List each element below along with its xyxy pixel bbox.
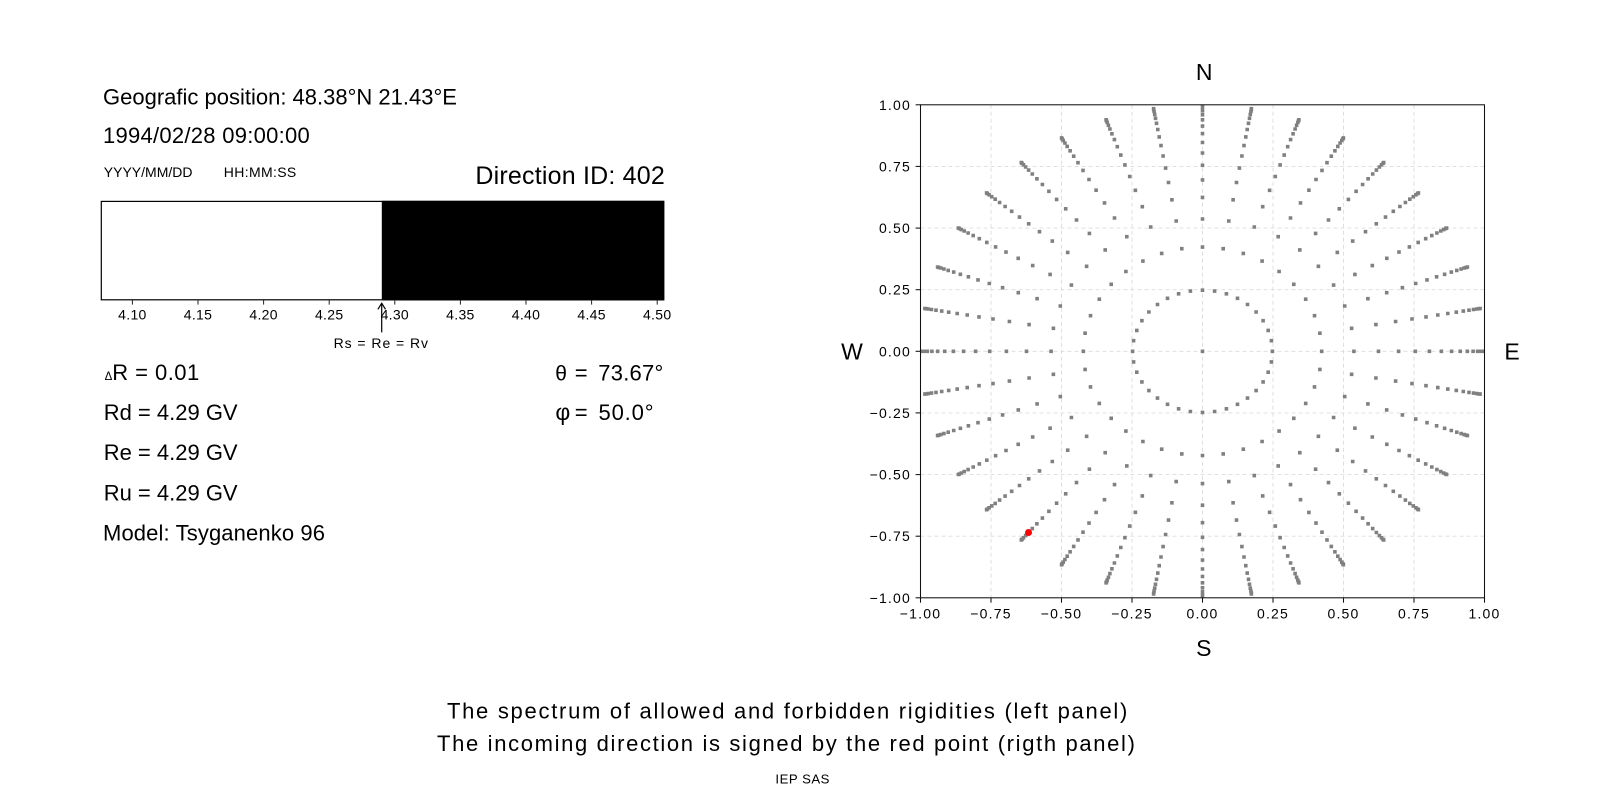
svg-text:4.50: 4.50 [643, 306, 671, 322]
svg-text:50.0°: 50.0° [599, 400, 655, 425]
svg-text:Rd = 4.29 GV: Rd = 4.29 GV [104, 400, 238, 425]
svg-text:IEP SAS: IEP SAS [775, 772, 830, 787]
svg-text:−1.00: −1.00 [870, 590, 911, 606]
svg-text:ΔR = 0.01: ΔR = 0.01 [105, 360, 200, 385]
svg-text:1994/02/28 09:00:00: 1994/02/28 09:00:00 [103, 123, 310, 148]
svg-text:0.00: 0.00 [1186, 605, 1218, 621]
svg-text:W: W [841, 339, 863, 365]
svg-text:Rs = Re = Rv: Rs = Re = Rv [334, 335, 429, 351]
svg-text:The spectrum of allowed and fo: The spectrum of allowed and forbidden ri… [447, 699, 1129, 724]
svg-text:1.00: 1.00 [1468, 605, 1500, 621]
svg-text:Model: Tsyganenko 96: Model: Tsyganenko 96 [103, 521, 325, 546]
svg-text:−0.75: −0.75 [870, 528, 911, 544]
svg-text:0.75: 0.75 [1398, 605, 1430, 621]
svg-text:4.15: 4.15 [184, 306, 212, 322]
svg-text:Ru = 4.29 GV: Ru = 4.29 GV [104, 481, 238, 506]
svg-text:Direction ID: 402: Direction ID: 402 [475, 162, 665, 190]
svg-text:0.25: 0.25 [1257, 605, 1289, 621]
svg-text:S: S [1196, 635, 1211, 661]
svg-text:−0.25: −0.25 [870, 405, 911, 421]
svg-text:73.67°: 73.67° [598, 360, 663, 385]
svg-text:−0.50: −0.50 [870, 467, 911, 483]
svg-text:0.50: 0.50 [1327, 605, 1359, 621]
svg-text:0.75: 0.75 [879, 158, 911, 174]
svg-text:Re = 4.29 GV: Re = 4.29 GV [104, 440, 238, 465]
svg-text:The incoming direction is sign: The incoming direction is signed by the … [437, 731, 1137, 756]
svg-text:N: N [1196, 59, 1213, 85]
svg-text:−0.50: −0.50 [1041, 605, 1082, 621]
svg-text:θ: θ [555, 362, 567, 385]
svg-text:φ: φ [555, 399, 570, 425]
svg-text:4.45: 4.45 [577, 306, 605, 322]
svg-text:1.00: 1.00 [879, 97, 911, 113]
svg-text:−0.25: −0.25 [1111, 605, 1152, 621]
svg-text:=: = [575, 400, 588, 425]
svg-text:−1.00: −1.00 [900, 605, 941, 621]
svg-text:4.40: 4.40 [512, 306, 540, 322]
svg-text:0.50: 0.50 [879, 220, 911, 236]
svg-text:4.25: 4.25 [315, 306, 343, 322]
svg-text:4.30: 4.30 [381, 306, 409, 322]
svg-text:E: E [1504, 339, 1519, 365]
svg-text:Geografic position: 48.38°N 21: Geografic position: 48.38°N 21.43°E [103, 84, 457, 109]
svg-text:−0.75: −0.75 [970, 605, 1011, 621]
svg-text:4.35: 4.35 [446, 306, 474, 322]
svg-text:HH:MM:SS: HH:MM:SS [224, 164, 297, 180]
svg-text:0.25: 0.25 [879, 282, 911, 298]
svg-text:YYYY/MM/DD: YYYY/MM/DD [104, 164, 193, 180]
svg-text:4.20: 4.20 [249, 306, 277, 322]
svg-text:4.10: 4.10 [118, 306, 146, 322]
svg-text:=: = [575, 360, 588, 385]
svg-text:0.00: 0.00 [879, 343, 911, 359]
